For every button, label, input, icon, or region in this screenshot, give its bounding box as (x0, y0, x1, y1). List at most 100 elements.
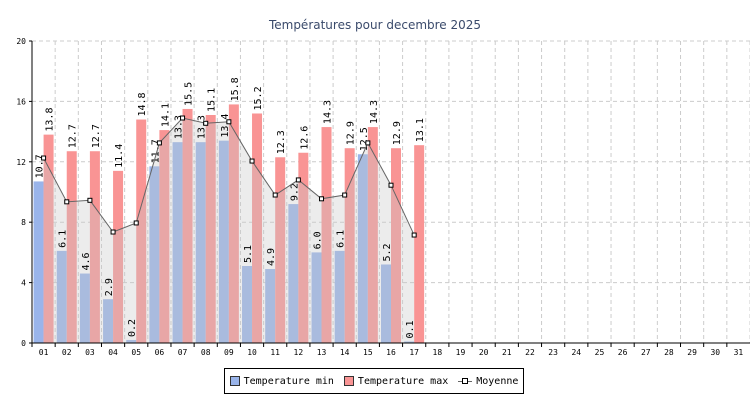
bar-max (344, 148, 355, 343)
bar-max (66, 151, 77, 343)
bar-max (298, 152, 309, 343)
data-label: 2.9 (104, 278, 115, 296)
legend-item-min: Temperature min (229, 375, 334, 387)
legend-label-min: Temperature min (243, 375, 334, 387)
bars (33, 104, 425, 344)
bar-max (228, 104, 239, 343)
bar-min (381, 264, 391, 343)
y-tick-label: 8 (21, 218, 26, 227)
x-tick-label: 11 (270, 348, 280, 357)
bar-min (172, 142, 183, 343)
bar-max (43, 134, 54, 343)
bar-min (56, 250, 67, 343)
legend: Temperature min Temperature max Moyenne (224, 368, 524, 394)
legend-swatch-min (229, 376, 240, 386)
bar-min (79, 273, 90, 343)
average-point (272, 192, 278, 198)
x-tick-label: 06 (155, 348, 165, 357)
average-point (226, 119, 232, 125)
data-label: 9.2 (289, 183, 300, 201)
data-label: 6.1 (58, 230, 69, 248)
average-point (365, 140, 371, 146)
data-label: 4.6 (81, 252, 92, 270)
x-tick-label: 02 (62, 348, 72, 357)
x-tick-label: 29 (687, 348, 697, 357)
data-label: 10.7 (35, 154, 46, 178)
x-tick-label: 20 (479, 348, 489, 357)
average-point (180, 115, 186, 121)
average-area-fill (43, 118, 415, 343)
data-label: 0.1 (405, 320, 416, 338)
bar-min (334, 250, 345, 343)
average-area (43, 118, 415, 343)
average-point (41, 155, 47, 161)
bar-max (275, 157, 286, 343)
data-label: 12.5 (359, 127, 370, 151)
x-tick-label: 18 (433, 348, 443, 357)
bar-min (357, 154, 368, 343)
bar-min (311, 252, 322, 343)
average-point (388, 182, 394, 188)
y-tick-label: 0 (21, 339, 26, 348)
legend-swatch-max (343, 376, 354, 386)
y-tick-label: 4 (21, 279, 26, 288)
bar-max (414, 145, 425, 343)
x-tick-label: 28 (664, 348, 674, 357)
bar-min (33, 181, 44, 343)
data-label: 13.4 (220, 114, 231, 138)
x-tick-label: 10 (247, 348, 257, 357)
bar-min (126, 339, 137, 343)
bar-max (321, 127, 332, 343)
average-point (110, 229, 116, 235)
x-tick-label: 16 (386, 348, 396, 357)
data-label: 13.3 (197, 115, 208, 139)
average-point (295, 177, 301, 183)
legend-swatch-average (458, 376, 473, 386)
average-line (41, 115, 417, 238)
x-tick-label: 15 (363, 348, 373, 357)
bar-min (195, 142, 206, 343)
bar-min (218, 140, 229, 343)
bar-max (113, 170, 124, 343)
x-tick-label: 09 (224, 348, 234, 357)
bar-max (252, 113, 263, 343)
data-label: 14.3 (323, 100, 334, 124)
bar-min (288, 204, 299, 343)
data-label: 14.8 (137, 92, 148, 116)
x-tick-label: 03 (85, 348, 95, 357)
bar-max (205, 114, 216, 344)
bar-min (103, 299, 114, 343)
bar-max (391, 148, 401, 343)
bar-max (89, 151, 100, 343)
bar-min (242, 265, 253, 343)
legend-label-max: Temperature max (357, 375, 449, 387)
bar-min (265, 269, 276, 343)
x-tick-label: 13 (317, 348, 327, 357)
x-tick-label: 25 (595, 348, 605, 357)
x-tick-label: 05 (131, 348, 141, 357)
legend-label-average: Moyenne (476, 375, 519, 387)
data-label: 5.2 (382, 243, 393, 261)
x-tick-label: 30 (710, 348, 720, 357)
average-point (64, 199, 70, 205)
average-point (203, 120, 209, 126)
y-tick-label: 16 (16, 97, 26, 106)
data-label: 12.9 (346, 121, 357, 145)
legend-item-average: Moyenne (458, 376, 518, 387)
x-tick-label: 27 (641, 348, 651, 357)
data-label: 12.7 (68, 124, 79, 148)
data-label: 15.8 (230, 77, 241, 101)
x-tick-label: 08 (201, 348, 211, 357)
x-tick-label: 21 (502, 348, 512, 357)
bar-min (404, 341, 415, 343)
x-tick-label: 26 (618, 348, 628, 357)
data-label: 14.1 (160, 103, 171, 127)
data-label: 6.1 (336, 230, 347, 248)
average-point (411, 232, 417, 238)
average-point (133, 220, 139, 226)
bar-max (136, 119, 147, 344)
data-labels: 10.7 6.1 4.6 2.9 0.2 11.7 13.3 13.3 13.4 5.1 4.9 9.… (35, 77, 427, 338)
grid (32, 40, 750, 343)
